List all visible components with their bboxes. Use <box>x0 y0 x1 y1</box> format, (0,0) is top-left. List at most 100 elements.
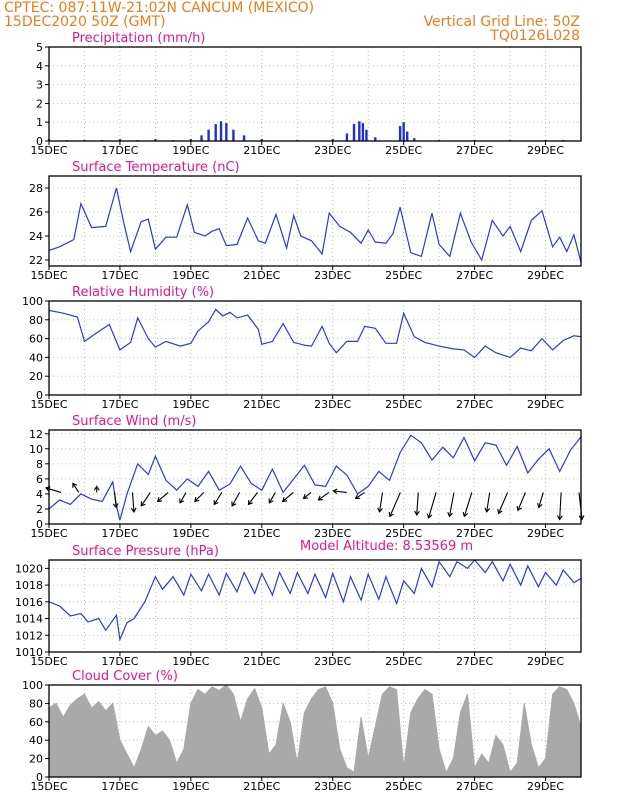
cloud-cover-ytick-label: 0 <box>36 771 43 784</box>
pressure-ytick-label: 1014 <box>15 613 43 626</box>
wind-arrow <box>302 491 312 500</box>
pressure-ytick-label: 1010 <box>15 646 43 659</box>
precipitation-panel: 0 1 2 3 4 5 15DEC 17DEC 19DEC 21DEC 23DEC 25DEC 27DE… <box>30 31 582 157</box>
wind-arrow <box>354 491 365 499</box>
pressure-xtick-label: 23DEC <box>314 655 351 668</box>
precipitation-frame <box>48 46 582 142</box>
pressure-ytick-label: 1020 <box>15 562 43 575</box>
wind-arrow <box>388 492 401 518</box>
humidity-ytick-label: 80 <box>29 314 43 327</box>
wind-ytick-label: 12 <box>29 428 43 441</box>
temperature-panel: 22 24 26 28 15DEC 17DEC 19DEC 21DEC 23DEC 25DEC 27… <box>29 160 582 282</box>
wind-arrow <box>231 492 241 507</box>
humidity-xtick-label: 15DEC <box>30 398 67 411</box>
wind-arrow <box>93 485 100 493</box>
humidity-ytick-label: 0 <box>36 389 43 402</box>
pressure-ytick-label: 1012 <box>15 629 43 642</box>
cloud-cover-ytick-label: 40 <box>29 734 43 747</box>
temperature-ytick-label: 28 <box>29 182 43 195</box>
temperature-xtick-label: 29DEC <box>527 269 564 282</box>
humidity-xtick-label: 27DEC <box>456 398 493 411</box>
precipitation-xtick-label: 15DEC <box>30 144 67 157</box>
temperature-ytick-label: 22 <box>29 254 43 267</box>
precipitation-bar <box>154 139 157 141</box>
pressure-xtick-label: 27DEC <box>456 655 493 668</box>
humidity-title: Relative Humidity (%) <box>72 285 214 300</box>
precipitation-ytick-label: 5 <box>36 41 43 54</box>
humidity-xtick-label: 23DEC <box>314 398 351 411</box>
precipitation-bar <box>345 133 349 141</box>
pressure-xtick-label: 21DEC <box>243 655 280 668</box>
cloud-cover-xtick-label: 27DEC <box>456 780 493 793</box>
pressure-line <box>48 559 582 642</box>
wind-arrow <box>516 492 526 512</box>
temperature-xtick-label: 25DEC <box>385 269 422 282</box>
precipitation-bar <box>225 123 228 141</box>
humidity-ytick-label: 60 <box>29 333 43 346</box>
temperature-title: Surface Temperature (nC) <box>72 160 240 175</box>
cloud-cover-ytick-label: 80 <box>29 697 43 710</box>
precipitation-bar <box>361 123 365 141</box>
temperature-xtick-label: 15DEC <box>30 269 67 282</box>
wind-xtick-label: 25DEC <box>385 527 422 540</box>
wind-arrow <box>72 482 80 493</box>
cloud-cover-xtick-label: 21DEC <box>243 780 280 793</box>
precipitation-bar <box>406 131 409 141</box>
temperature-xtick-label: 27DEC <box>456 269 493 282</box>
wind-title: Surface Wind (m/s) <box>72 414 196 429</box>
wind-ytick-label: 10 <box>29 443 43 456</box>
wind-arrow <box>156 491 169 503</box>
wind-arrow <box>281 491 294 503</box>
humidity-ytick-label: 40 <box>29 351 43 364</box>
cloud-cover-xtick-label: 17DEC <box>101 780 138 793</box>
wind-arrow <box>179 492 187 504</box>
cloud-cover-title: Cloud Cover (%) <box>72 669 178 684</box>
temperature-ytick-label: 26 <box>29 206 43 219</box>
wind-xtick-label: 21DEC <box>243 527 280 540</box>
temperature-line <box>48 187 582 263</box>
precipitation-bar <box>365 129 368 141</box>
precipitation-xtick-label: 23DEC <box>314 144 351 157</box>
pressure-panel: 1010 1012 1014 1016 1018 1020 15DEC 17DEC 19DEC 2… <box>15 544 582 668</box>
cloud-cover-xtick-label: 25DEC <box>385 780 422 793</box>
wind-arrow <box>377 492 384 513</box>
humidity-frame <box>48 300 582 396</box>
precipitation-bar <box>402 122 405 141</box>
header-source: CPTEC: 087:11W-21:02N CANCUM (MEXICO) <box>4 0 314 16</box>
precipitation-xtick-label: 25DEC <box>385 144 422 157</box>
pressure-xtick-label: 29DEC <box>527 655 564 668</box>
cloud-cover-xtick-label: 15DEC <box>30 780 67 793</box>
wind-arrow <box>268 492 276 504</box>
pressure-ytick-label: 1018 <box>15 579 43 592</box>
temperature-xtick-label: 17DEC <box>101 269 138 282</box>
humidity-xtick-label: 21DEC <box>243 398 280 411</box>
cloud-cover-xtick-label: 23DEC <box>314 780 351 793</box>
precipitation-bar <box>242 135 246 141</box>
precipitation-xtick-label: 29DEC <box>527 144 564 157</box>
precipitation-bar <box>398 125 402 141</box>
wind-xtick-label: 29DEC <box>527 527 564 540</box>
humidity-ytick-label: 100 <box>22 295 43 308</box>
pressure-frame <box>48 559 582 653</box>
precipitation-bar <box>374 137 377 141</box>
wind-xtick-label: 19DEC <box>172 527 209 540</box>
humidity-panel: 0 20 40 60 80 100 15DEC 17DEC 19DEC 21DEC 23DEC 25D… <box>22 285 582 411</box>
precipitation-xtick-label: 21DEC <box>243 144 280 157</box>
precipitation-bar <box>189 139 193 141</box>
cloud-cover-ytick-label: 60 <box>29 716 43 729</box>
wind-frame <box>48 429 582 525</box>
precipitation-ytick-label: 4 <box>36 60 43 73</box>
humidity-line <box>48 308 582 359</box>
wind-arrow <box>45 486 62 493</box>
pressure-xtick-label: 25DEC <box>385 655 422 668</box>
wind-arrow <box>497 492 509 515</box>
header-code: TQ0126L028 <box>489 28 580 44</box>
precipitation-bar <box>232 129 235 141</box>
precipitation-bar <box>358 121 361 141</box>
precipitation-bar <box>413 138 416 141</box>
humidity-xtick-label: 17DEC <box>101 398 138 411</box>
precipitation-xtick-label: 27DEC <box>456 144 493 157</box>
cloud-cover-ytick-label: 20 <box>29 753 43 766</box>
cloud-cover-area <box>48 684 582 778</box>
